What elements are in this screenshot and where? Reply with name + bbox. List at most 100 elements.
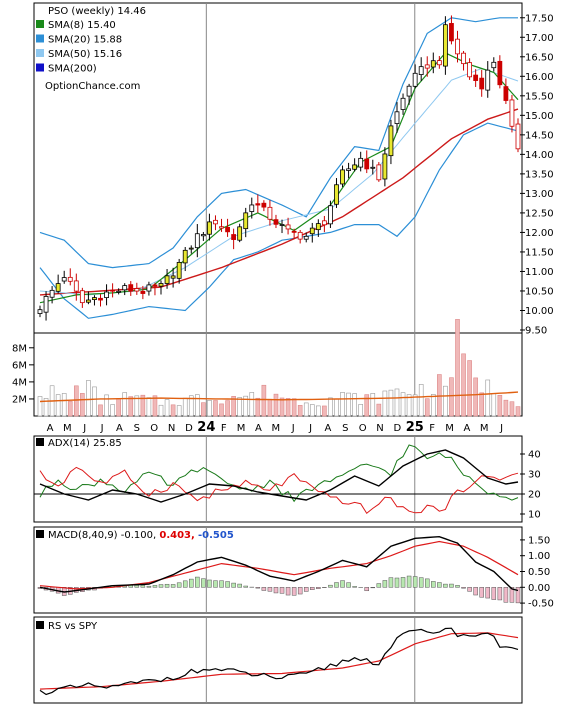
price-tick-label: 10.00 (525, 306, 554, 317)
volume-bar (274, 394, 278, 416)
price-tick-label: 12.00 (525, 228, 554, 239)
macd-histogram-bar (334, 583, 338, 588)
month-label: M (445, 423, 454, 434)
volume-bar (359, 404, 363, 416)
price-tick-label: 14.00 (525, 150, 554, 161)
price-tick-label: 11.00 (525, 267, 554, 278)
candle-body (401, 98, 405, 109)
month-label: F (429, 423, 435, 434)
candle-body (304, 236, 308, 239)
volume-bar (462, 354, 466, 416)
volume-bar (213, 400, 217, 416)
macd-histogram-bar (443, 584, 447, 587)
candle-body (232, 235, 236, 240)
price-tick-label: 17.00 (525, 33, 554, 44)
candle-body (377, 165, 381, 180)
price-tick-label: 14.50 (525, 130, 554, 141)
volume-bar (171, 405, 175, 416)
price-tick-label: 15.00 (525, 111, 554, 122)
candle-body (431, 61, 435, 67)
macd-histogram-bar (286, 587, 290, 595)
candle-body (474, 75, 478, 80)
macd-histogram-bar (159, 585, 163, 588)
month-label: N (376, 423, 383, 434)
macd-tick-label: -0.50 (528, 599, 554, 610)
macd-histogram-bar (189, 579, 193, 587)
volume-bar (280, 398, 284, 416)
price-axis-ticks: 17.5017.0016.5016.0015.5015.0014.5014.00… (520, 13, 554, 336)
volume-bar (498, 395, 502, 416)
volume-bar (413, 395, 417, 416)
macd-histogram-bar (256, 587, 260, 588)
macd-histogram-bar (486, 587, 490, 598)
volume-bar (195, 395, 199, 416)
month-label: N (168, 423, 175, 434)
volume-bar (99, 405, 103, 416)
candle-body (99, 298, 103, 300)
macd-histogram-bar (504, 587, 508, 602)
volume-bar (516, 407, 520, 416)
volume-bar (341, 392, 345, 416)
volume-bar (292, 399, 296, 416)
candle-body (56, 284, 60, 292)
candle-body (220, 227, 224, 228)
adx-tick-label: 10 (528, 510, 541, 521)
volume-bar (62, 393, 66, 416)
month-label: J (100, 423, 104, 434)
candle-body (86, 300, 90, 302)
legend-label: SMA(20) 15.88 (48, 35, 122, 46)
volume-bar (510, 402, 514, 416)
macd-histogram-bar (389, 578, 393, 588)
volume-bar (328, 398, 332, 416)
macd-histogram-bar (498, 587, 502, 600)
month-label: M (237, 423, 246, 434)
macd-histogram-bar (437, 583, 441, 588)
volume-tick-label: 2M (12, 394, 27, 405)
candle-body (165, 276, 169, 284)
volume-bar (353, 394, 357, 416)
macd-histogram-bar (274, 587, 278, 593)
volume-bar (226, 401, 230, 416)
volume-bar (443, 386, 447, 416)
macd-histogram-bar (395, 578, 399, 587)
macd-label-group: MACD(8,40,9) -0.100, 0.403, -0.505 (48, 530, 234, 541)
macd-histogram-bar (480, 587, 484, 597)
macd-histogram-bar (195, 577, 199, 587)
candle-body (207, 222, 211, 234)
macd-label: MACD(8,40,9) -0.100, (48, 530, 156, 541)
candle-body (310, 228, 314, 234)
candle-body (389, 126, 393, 156)
candle-body (425, 65, 429, 68)
chart-title: PSO (weekly) 14.46 (48, 6, 146, 17)
volume-bar (105, 395, 109, 416)
volume-bar (316, 406, 320, 416)
volume-bar (468, 361, 472, 416)
month-label: A (324, 423, 331, 434)
candle-body (213, 220, 217, 224)
volume-bar (80, 393, 84, 416)
candle-body (80, 291, 84, 303)
volume-bar (431, 394, 435, 416)
volume-bar (480, 393, 484, 416)
macd-histogram-bar (347, 583, 351, 588)
candle-body (449, 23, 453, 40)
volume-bar (56, 395, 60, 416)
adx-tick-label: 30 (528, 470, 541, 481)
candle-body (365, 159, 369, 169)
volume-bar (129, 397, 133, 416)
candle-body (455, 39, 459, 54)
candle-body (189, 248, 193, 249)
month-label: A (47, 423, 54, 434)
candle-body (274, 220, 278, 225)
price-tick-label: 9.50 (525, 326, 547, 337)
adx-label: ADX(14) 25.85 (48, 438, 122, 449)
candle-body (105, 292, 109, 298)
volume-bar (111, 405, 115, 416)
macd-histogram-bar (238, 584, 242, 587)
candle-body (238, 227, 242, 240)
candle-body (159, 283, 163, 286)
volume-bar (492, 394, 496, 416)
macd-histogram-bar (449, 584, 453, 587)
